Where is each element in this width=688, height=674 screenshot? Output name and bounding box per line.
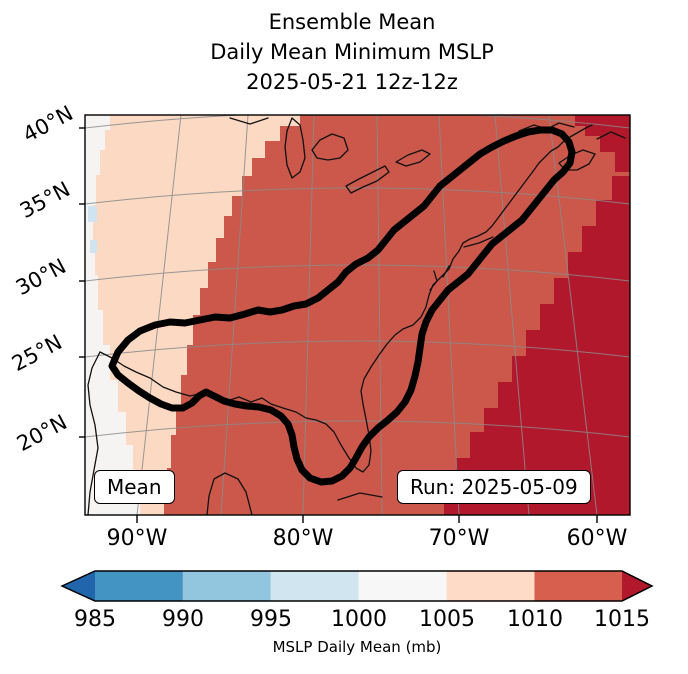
- cbar-tick-985: 985: [74, 607, 116, 632]
- fill-1005-1010: [85, 115, 300, 515]
- chart-title: Ensemble Mean: [268, 10, 436, 34]
- lon-label-90w: 90°W: [106, 526, 168, 551]
- cbar-tick-1005: 1005: [419, 607, 475, 632]
- colorbar-segment-1000-1005: [358, 571, 447, 601]
- colorbar-over-arrow: [622, 571, 652, 601]
- fill-995-1000-patch: [90, 240, 97, 253]
- pressure-contour-outline: [108, 126, 576, 486]
- lon-label-70w: 70°W: [428, 526, 490, 551]
- cbar-tick-990: 990: [162, 607, 204, 632]
- fill-1000-1005: [85, 115, 140, 515]
- cbar-tick-1000: 1000: [331, 607, 387, 632]
- cbar-tick-995: 995: [250, 607, 292, 632]
- colorbar-segment-1010-1015: [534, 571, 622, 601]
- colorbar-segment-990-995: [182, 571, 271, 601]
- cbar-tick-1015: 1015: [594, 607, 650, 632]
- chart-subtitle: Daily Mean Minimum MSLP: [210, 40, 494, 64]
- colorbar-segment-1005-1010: [446, 571, 535, 601]
- lon-label-80w: 80°W: [272, 526, 334, 551]
- mean-label-box: Mean: [94, 470, 175, 504]
- colorbar: [60, 570, 654, 602]
- axis-ticks: [79, 127, 598, 523]
- map-frame: [84, 114, 631, 516]
- map-plot-area: [85, 115, 630, 515]
- fill-over-1015-ne: [575, 115, 630, 172]
- colorbar-caption: MSLP Daily Mean (mb): [272, 638, 442, 656]
- fill-995-1000-patch: [88, 206, 97, 222]
- colorbar-segment-985-990: [95, 571, 183, 601]
- run-date-box: Run: 2025-05-09: [397, 470, 591, 504]
- chart-date-range: 2025-05-21 12z-12z: [246, 70, 458, 94]
- colorbar-segment-995-1000: [270, 571, 359, 601]
- lon-label-60w: 60°W: [566, 526, 628, 551]
- colorbar-under-arrow: [62, 571, 95, 601]
- cbar-tick-1010: 1010: [507, 607, 563, 632]
- fill-over-1015: [444, 176, 630, 515]
- colorbar-outline: [60, 570, 654, 602]
